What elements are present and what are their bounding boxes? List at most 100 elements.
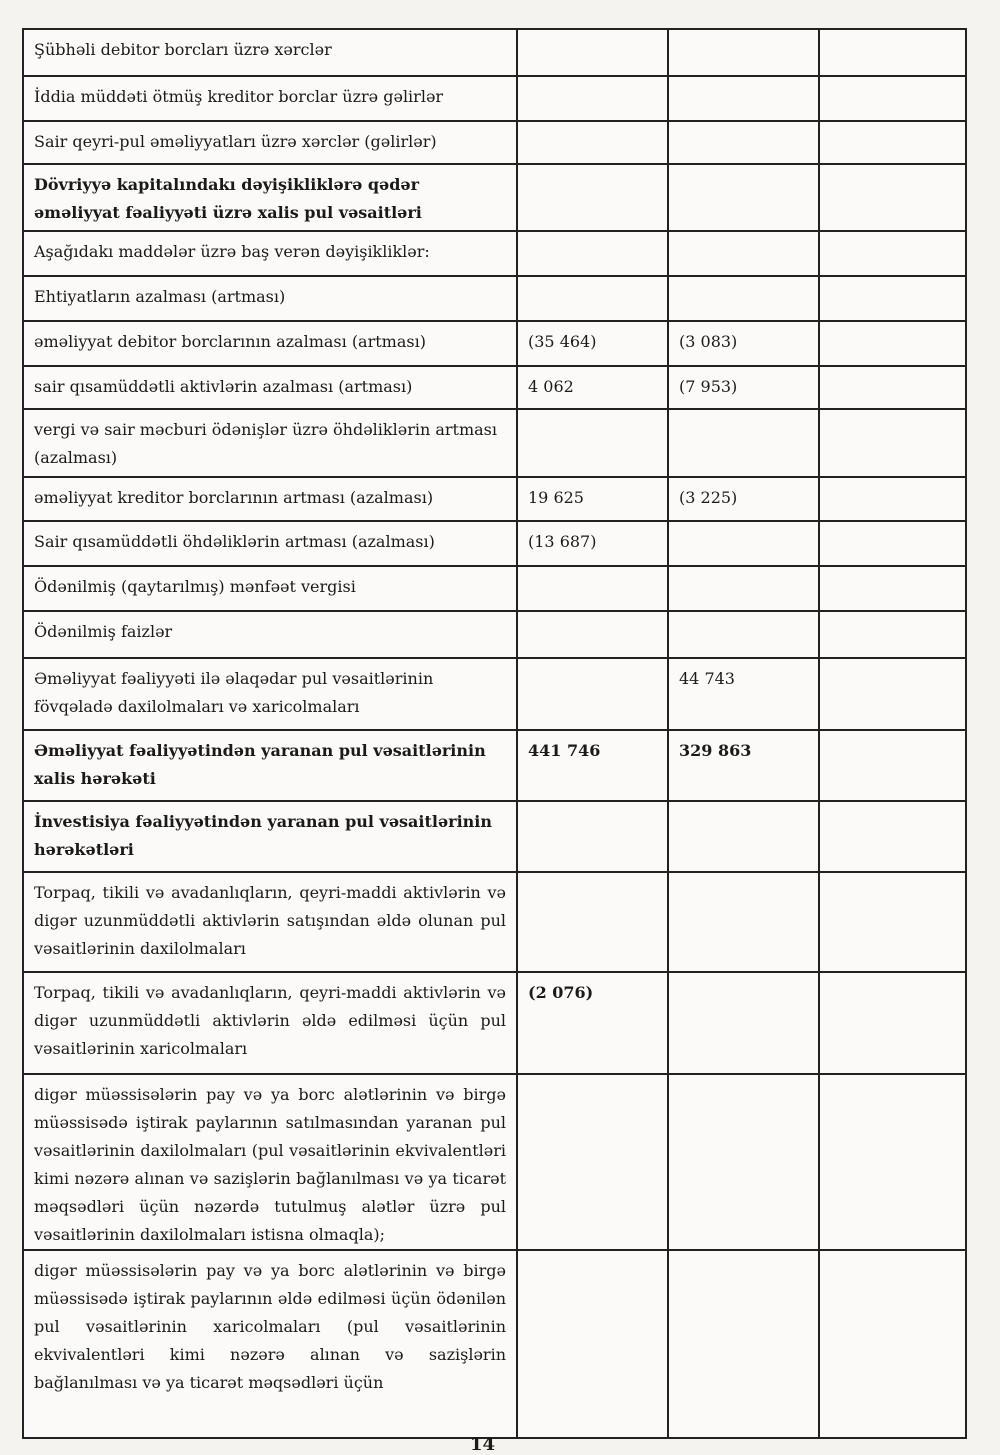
current-period-value [516,163,669,232]
prior-period-value: 44 743 [667,657,820,731]
row-label: Şübhəli debitor borcları üzrə xərclər [22,28,518,77]
table-row: Torpaq, tikili və avadanlıqların, qeyri-… [22,971,967,1075]
cash-flow-table: Şübhəli debitor borcları üzrə xərclər İdd… [22,28,967,1439]
current-period-value [516,610,669,659]
table-row: vergi və sair məcburi ödənişlər üzrə öhd… [22,408,967,478]
table-row: Sair qısamüddətli öhdəliklərin artması (… [22,520,967,567]
empty-cell [818,520,967,567]
prior-period-value: (3 225) [667,476,820,522]
empty-cell [818,476,967,522]
empty-cell [818,800,967,873]
empty-cell [818,28,967,77]
empty-cell [818,320,967,367]
table-row: Şübhəli debitor borcları üzrə xərclər [22,28,967,77]
empty-cell [818,365,967,410]
empty-cell [818,163,967,232]
table-row: Əməliyyat fəaliyyəti ilə əlaqədar pul və… [22,657,967,731]
table-row: Ödənilmiş faizlər [22,610,967,659]
row-label: sair qısamüddətli aktivlərin azalması (a… [22,365,518,410]
prior-period-value [667,971,820,1075]
page-number: 14 [470,1434,496,1455]
row-label: Əməliyyat fəaliyyəti ilə əlaqədar pul və… [22,657,518,731]
table-row: sair qısamüddətli aktivlərin azalması (a… [22,365,967,410]
row-label: Aşağıdakı maddələr üzrə baş verən dəyişi… [22,230,518,277]
current-period-value: 4 062 [516,365,669,410]
row-label: digər müəssisələrin pay və ya borc alətl… [22,1249,518,1439]
empty-cell [818,120,967,165]
row-label: Torpaq, tikili və avadanlıqların, qeyri-… [22,871,518,973]
empty-cell [818,275,967,322]
table-row: Sair qeyri-pul əməliyyatları üzrə xərclə… [22,120,967,165]
current-period-value: 441 746 [516,729,669,802]
prior-period-value [667,1249,820,1439]
prior-period-value [667,800,820,873]
row-label: Sair qeyri-pul əməliyyatları üzrə xərclə… [22,120,518,165]
prior-period-value [667,408,820,478]
empty-cell [818,1249,967,1439]
table-row: Torpaq, tikili və avadanlıqların, qeyri-… [22,871,967,973]
prior-period-value [667,610,820,659]
current-period-value [516,800,669,873]
prior-period-value [667,565,820,612]
current-period-value [516,565,669,612]
table-row: digər müəssisələrin pay və ya borc alətl… [22,1249,967,1439]
prior-period-value [667,275,820,322]
current-period-value [516,75,669,122]
row-label: əməliyyat kreditor borclarının artması (… [22,476,518,522]
prior-period-value: 329 863 [667,729,820,802]
current-period-value [516,1249,669,1439]
table-row: İnvestisiya fəaliyyətindən yaranan pul v… [22,800,967,873]
table-row: Əməliyyat fəaliyyətindən yaranan pul vəs… [22,729,967,802]
prior-period-value [667,28,820,77]
current-period-value: (35 464) [516,320,669,367]
row-label: Ödənilmiş (qaytarılmış) mənfəət vergisi [22,565,518,612]
prior-period-value [667,520,820,567]
prior-period-value [667,120,820,165]
empty-cell [818,871,967,973]
current-period-value [516,275,669,322]
row-label: Torpaq, tikili və avadanlıqların, qeyri-… [22,971,518,1075]
prior-period-value [667,1073,820,1251]
empty-cell [818,729,967,802]
empty-cell [818,610,967,659]
table-row: digər müəssisələrin pay və ya borc alətl… [22,1073,967,1251]
empty-cell [818,971,967,1075]
table-row: əməliyyat debitor borclarının azalması (… [22,320,967,367]
empty-cell [818,230,967,277]
table-row: əməliyyat kreditor borclarının artması (… [22,476,967,522]
row-label: Ödənilmiş faizlər [22,610,518,659]
current-period-value [516,28,669,77]
row-label: Əməliyyat fəaliyyətindən yaranan pul vəs… [22,729,518,802]
current-period-value [516,871,669,973]
table-row: Dövriyyə kapitalındakı dəyişikliklərə qə… [22,163,967,232]
row-label: əməliyyat debitor borclarının azalması (… [22,320,518,367]
table-row: İddia müddəti ötmüş kreditor borclar üzr… [22,75,967,122]
prior-period-value: (7 953) [667,365,820,410]
empty-cell [818,657,967,731]
empty-cell [818,565,967,612]
current-period-value [516,230,669,277]
current-period-value: 19 625 [516,476,669,522]
table-row: Ehtiyatların azalması (artması) [22,275,967,322]
row-label: digər müəssisələrin pay və ya borc alətl… [22,1073,518,1251]
table-row: Ödənilmiş (qaytarılmış) mənfəət vergisi [22,565,967,612]
row-label: İnvestisiya fəaliyyətindən yaranan pul v… [22,800,518,873]
prior-period-value [667,163,820,232]
prior-period-value: (3 083) [667,320,820,367]
table-row: Aşağıdakı maddələr üzrə baş verən dəyişi… [22,230,967,277]
row-label: İddia müddəti ötmüş kreditor borclar üzr… [22,75,518,122]
prior-period-value [667,871,820,973]
current-period-value [516,657,669,731]
prior-period-value [667,75,820,122]
current-period-value [516,408,669,478]
row-label: Sair qısamüddətli öhdəliklərin artması (… [22,520,518,567]
row-label: Dövriyyə kapitalındakı dəyişikliklərə qə… [22,163,518,232]
row-label: Ehtiyatların azalması (artması) [22,275,518,322]
current-period-value [516,120,669,165]
row-label: vergi və sair məcburi ödənişlər üzrə öhd… [22,408,518,478]
empty-cell [818,75,967,122]
current-period-value: (2 076) [516,971,669,1075]
empty-cell [818,1073,967,1251]
current-period-value [516,1073,669,1251]
prior-period-value [667,230,820,277]
